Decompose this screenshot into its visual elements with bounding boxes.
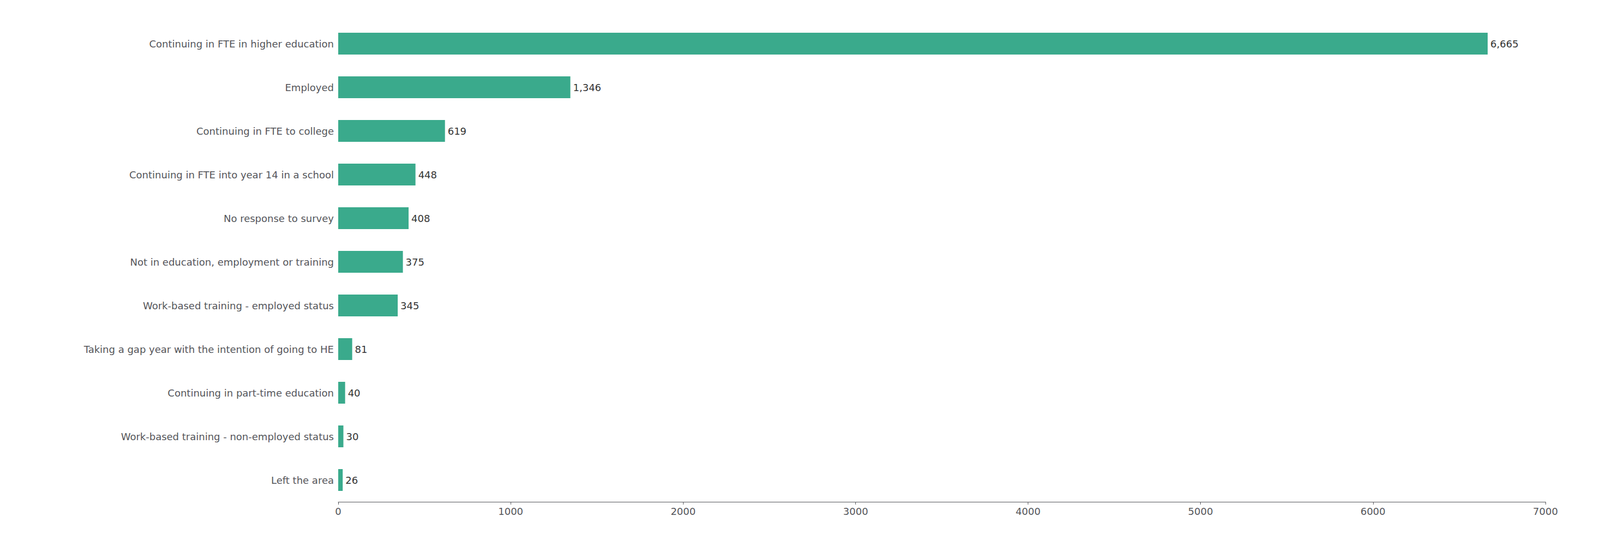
svg-text:4000: 4000: [1015, 505, 1041, 518]
svg-text:81: 81: [355, 343, 368, 356]
svg-text:Employed: Employed: [285, 81, 335, 94]
svg-text:Continuing in FTE in higher ed: Continuing in FTE in higher education: [148, 38, 334, 50]
svg-text:Left the area: Left the area: [271, 474, 334, 487]
svg-text:345: 345: [400, 300, 419, 312]
svg-text:1000: 1000: [498, 505, 524, 518]
svg-text:No response to survey: No response to survey: [223, 212, 334, 225]
svg-text:Taking a gap year with the int: Taking a gap year with the intention of …: [83, 343, 334, 356]
svg-text:0: 0: [334, 505, 341, 518]
svg-text:30: 30: [345, 430, 359, 443]
svg-text:Continuing in part-time educat: Continuing in part-time education: [167, 387, 334, 399]
svg-text:6,665: 6,665: [1490, 38, 1519, 50]
svg-text:2000: 2000: [670, 505, 696, 518]
svg-text:40: 40: [348, 387, 361, 399]
svg-text:3000: 3000: [843, 505, 869, 518]
svg-text:408: 408: [411, 212, 430, 225]
svg-text:375: 375: [405, 256, 425, 268]
svg-text:Continuing in FTE to college: Continuing in FTE to college: [196, 125, 334, 137]
svg-text:Work-based training - employed: Work-based training - employed status: [142, 300, 334, 312]
svg-text:7000: 7000: [1532, 505, 1558, 518]
svg-text:26: 26: [345, 474, 358, 487]
svg-text:Work-based training - non-empl: Work-based training - non-employed statu…: [121, 430, 334, 443]
svg-text:5000: 5000: [1188, 505, 1214, 518]
svg-text:6000: 6000: [1360, 505, 1386, 518]
svg-text:Continuing in FTE into year 14: Continuing in FTE into year 14 in a scho…: [129, 169, 334, 181]
svg-text:Not in education, employment o: Not in education, employment or training: [129, 256, 334, 268]
svg-text:1,346: 1,346: [573, 81, 602, 94]
svg-text:448: 448: [418, 169, 437, 181]
svg-text:619: 619: [447, 125, 467, 137]
